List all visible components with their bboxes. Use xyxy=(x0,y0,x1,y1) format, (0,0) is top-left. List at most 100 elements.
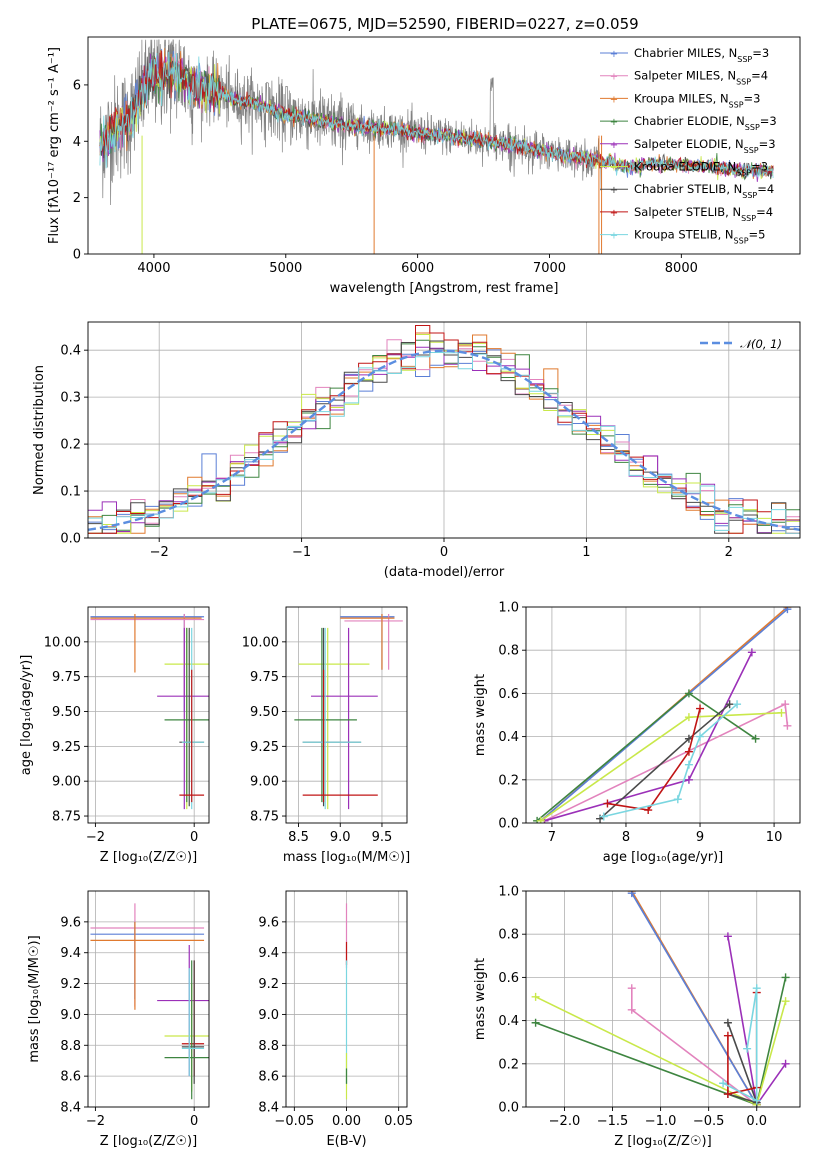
x-tick-label: 9.0 xyxy=(330,830,351,845)
series-point xyxy=(723,1090,732,1099)
errorbar-kroupa-stelib xyxy=(181,627,205,810)
x-tick-label: 4000 xyxy=(137,261,170,276)
series-chabrier-miles xyxy=(627,891,761,1107)
reference-legend-label: 𝒩(0, 1) xyxy=(740,337,782,351)
histogram-salpeter-elodie xyxy=(88,343,800,534)
x-tick-label: 5000 xyxy=(269,261,302,276)
y-tick-label: 9.25 xyxy=(52,740,81,755)
legend-label-7: Salpeter STELIB, NSSP=4 xyxy=(634,205,773,223)
series-point xyxy=(747,648,756,657)
axes-frame xyxy=(285,606,408,824)
plot-area-mass-vs-Z xyxy=(90,903,209,1100)
axes-residuals: −2 −1 0 1 2 0.0 0.1 0.2 0.3 0.4 (data-model)/error… xyxy=(32,321,801,580)
y-tick-label: 9.00 xyxy=(52,775,81,790)
series-salpeter-stelib xyxy=(603,704,705,815)
x-tick-label: 6000 xyxy=(401,261,434,276)
x-tick-label: 0.0 xyxy=(746,1114,767,1129)
series-point xyxy=(781,700,790,709)
errorbar-salpeter-stelib xyxy=(302,669,378,803)
series-point xyxy=(719,1079,728,1088)
y-tick-label: 0.2 xyxy=(498,1057,519,1072)
axes-age-vs-Z: −2 0 8.75 9.00 9.25 9.50 9.75 10.00 Z [log₁₀(Z/Z… xyxy=(19,606,210,865)
y-tick-label: 9.0 xyxy=(60,1008,81,1023)
model-spectrum-kroupa-stelib xyxy=(99,51,774,179)
y-tick-label: 9.50 xyxy=(52,705,81,720)
legend-label-0: Chabrier MILES, NSSP=3 xyxy=(634,46,769,64)
y-tick-label: 9.6 xyxy=(258,915,279,930)
x-tick-label: −0.5 xyxy=(693,1114,725,1129)
x-tick-label: 0 xyxy=(440,545,448,560)
series-line xyxy=(631,892,758,1106)
y-tick-label: 8.4 xyxy=(60,1101,81,1116)
y-tick-label: 0.2 xyxy=(498,773,519,788)
errorbar-chabrier-miles xyxy=(90,921,205,999)
x-tick-label: 9.5 xyxy=(372,830,393,845)
series-salpeter-miles xyxy=(627,984,761,1107)
plot-area-mass-weight-vs-Z xyxy=(531,891,790,1107)
x-tick-label: −2.0 xyxy=(549,1114,581,1129)
legend-label-2: Kroupa MILES, NSSP=3 xyxy=(634,91,760,109)
plot-area-residuals xyxy=(88,325,800,534)
axes-mass-weight-vs-Z: −2.0 −1.5 −1.0 −0.5 0.0 0.0 0.2 0.4 0.6 0.8 1.0 Z [… xyxy=(473,885,801,1149)
series-point xyxy=(751,734,760,743)
y-tick-label: 8.75 xyxy=(250,810,279,825)
x-tick-label: −0.05 xyxy=(274,1114,314,1129)
legend-label-5: Kroupa ELODIE, NSSP=3 xyxy=(634,160,768,178)
errorbar-chabrier-stelib xyxy=(302,627,362,807)
x-axis-label: Z [log₁₀(Z/Z☉)] xyxy=(614,1134,711,1149)
legend-label-6: Chabrier STELIB, NSSP=4 xyxy=(634,182,774,200)
axes-frame xyxy=(87,36,801,255)
y-tick-label: 0.6 xyxy=(498,687,519,702)
series-kroupa-stelib xyxy=(719,984,761,1105)
series-point xyxy=(536,816,545,823)
errorbar-kroupa-stelib xyxy=(302,627,362,810)
y-tick-label: 8.75 xyxy=(52,810,81,825)
y-tick-label: 2 xyxy=(73,191,81,206)
y-tick-label: 0.4 xyxy=(498,730,519,745)
y-tick-label: 1.0 xyxy=(498,885,519,900)
y-tick-label: 10.00 xyxy=(44,635,81,650)
errorbar-kroupa-elodie xyxy=(298,627,370,810)
errorbar-chabrier-elodie xyxy=(164,627,209,803)
series-salpeter-miles xyxy=(540,700,792,823)
normal-reference-curve xyxy=(88,349,800,531)
series-point xyxy=(781,973,790,982)
y-tick-label: 9.2 xyxy=(258,977,279,992)
y-tick-label: 9.4 xyxy=(258,946,279,961)
x-axis-label: Z [log₁₀(Z/Z☉)] xyxy=(100,1134,197,1149)
legend-marker-0: + xyxy=(610,49,618,60)
y-tick-label: 0.1 xyxy=(60,485,81,500)
errorbar-salpeter-stelib xyxy=(179,669,205,803)
y-tick-label: 0.0 xyxy=(60,532,81,547)
series-point xyxy=(723,932,732,941)
y-tick-label: 0.0 xyxy=(498,817,519,832)
errorbar-kroupa-stelib xyxy=(181,968,205,1077)
series-point xyxy=(644,806,653,815)
legend-label-8: Kroupa STELIB, NSSP=5 xyxy=(634,228,765,246)
histogram-chabrier-stelib xyxy=(88,340,800,534)
errorbar-salpeter-stelib xyxy=(181,960,205,1077)
y-axis-label: mass [log₁₀(M/M☉)] xyxy=(27,935,42,1062)
y-tick-label: 9.2 xyxy=(60,977,81,992)
y-tick-label: 9.4 xyxy=(60,946,81,961)
figure-title: PLATE=0675, MJD=52590, FIBERID=0227, z=0… xyxy=(251,15,638,33)
series-point xyxy=(684,689,693,698)
y-tick-label: 0 xyxy=(73,248,81,263)
y-tick-label: 6 xyxy=(73,78,81,93)
y-tick-label: 1.0 xyxy=(498,601,519,616)
x-tick-label: −2 xyxy=(86,830,105,845)
x-tick-label: 8.5 xyxy=(288,830,309,845)
series-point xyxy=(783,721,792,730)
plot-area-age-vs-mass xyxy=(294,613,403,810)
x-tick-label: −2 xyxy=(150,545,169,560)
y-axis-label: mass weight xyxy=(473,958,488,1040)
y-tick-label: 0.6 xyxy=(498,971,519,986)
series-point xyxy=(752,1096,761,1105)
y-tick-label: 0.4 xyxy=(60,344,81,359)
series-point xyxy=(627,891,636,898)
series-point xyxy=(723,1018,732,1027)
axes-mass-vs-Z: −2 0 8.4 8.6 8.8 9.0 9.2 9.4 9.6 Z [log₁₀(Z/Z☉)] m… xyxy=(27,890,210,1149)
errorbar-chabrier-stelib xyxy=(181,960,205,1084)
y-tick-label: 9.0 xyxy=(258,1008,279,1023)
x-tick-label: 10 xyxy=(766,830,783,845)
